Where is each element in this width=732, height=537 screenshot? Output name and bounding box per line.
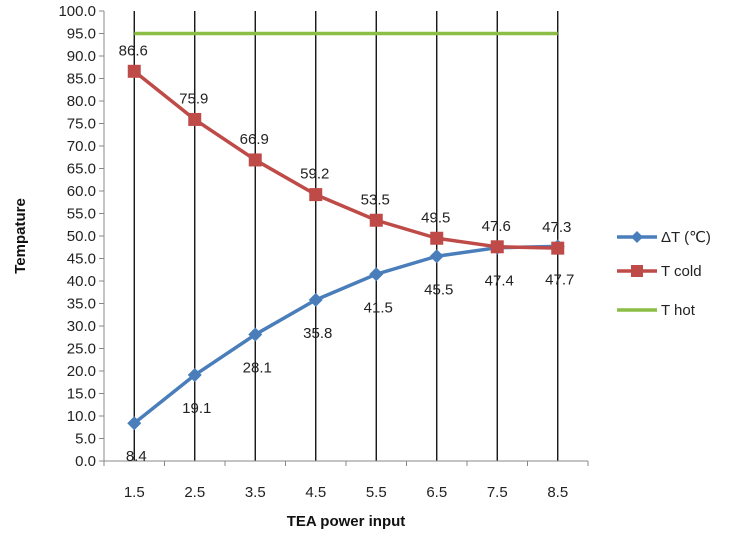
y-tick-label: 45.0 xyxy=(67,251,96,268)
y-tick-label: 75.0 xyxy=(67,116,96,133)
y-tick-label: 55.0 xyxy=(67,206,96,223)
x-tick-label: 1.5 xyxy=(124,484,145,501)
data-label: 41.5 xyxy=(364,299,393,316)
y-tick-label: 5.0 xyxy=(75,431,96,448)
data-point-marker xyxy=(127,64,141,78)
y-tick-label: 60.0 xyxy=(67,183,96,200)
data-point-marker xyxy=(308,292,323,307)
data-point-marker xyxy=(490,240,504,254)
x-tick-label: 8.5 xyxy=(547,484,568,501)
gridlines xyxy=(133,11,559,461)
data-point-marker xyxy=(187,368,202,383)
x-axis-title: TEA power input xyxy=(287,513,406,530)
y-tick-label: 15.0 xyxy=(67,386,96,403)
y-tick-label: 10.0 xyxy=(67,408,96,425)
data-point-marker xyxy=(309,188,323,202)
data-label: 47.6 xyxy=(482,218,511,235)
data-point-marker xyxy=(127,416,142,431)
data-label: 8.4 xyxy=(126,448,147,465)
y-axis-title: Tempature xyxy=(12,198,29,274)
y-tick-label: 35.0 xyxy=(67,296,96,313)
data-label: 45.5 xyxy=(424,281,453,298)
y-tick-labels: 0.0 5.0 10.0 15.0 20.0 25.0 30.0 35.0 40.0 45.0 50… xyxy=(58,3,96,470)
data-point-marker xyxy=(369,267,384,282)
y-tick-label: 95.0 xyxy=(67,26,96,43)
y-tick-label: 70.0 xyxy=(67,138,96,155)
legend-label: T cold xyxy=(661,263,702,280)
x-tick-labels: 1.5 2.5 3.5 4.5 5.5 6.5 7.5 8.5 xyxy=(124,484,568,501)
legend-marker xyxy=(631,265,643,277)
data-label: 35.8 xyxy=(303,325,332,342)
y-tick-label: 30.0 xyxy=(67,318,96,335)
x-tick-label: 3.5 xyxy=(245,484,266,501)
x-tick-label: 4.5 xyxy=(305,484,326,501)
data-point-marker xyxy=(430,231,444,245)
series-line xyxy=(133,244,558,425)
data-point-marker xyxy=(248,327,263,342)
x-tick-label: 6.5 xyxy=(426,484,447,501)
data-label: 47.7 xyxy=(545,271,574,288)
data-labels: 86.6 75.9 66.9 59.2 53.5 49.5 47.6 47.3 8.4 19.1 2… xyxy=(119,42,575,465)
x-tick-label: 7.5 xyxy=(487,484,508,501)
x-tick-label: 5.5 xyxy=(366,484,387,501)
data-point-marker xyxy=(429,249,444,264)
data-point-marker xyxy=(188,112,202,126)
data-label: 28.1 xyxy=(243,360,272,377)
legend-label: ΔT (℃) xyxy=(661,229,711,246)
data-point-marker xyxy=(551,241,565,255)
data-label: 66.9 xyxy=(240,131,269,148)
axes xyxy=(99,10,589,466)
legend: ΔT (℃) T cold T hot xyxy=(617,229,711,319)
y-tick-label: 100.0 xyxy=(58,3,96,20)
y-tick-label: 25.0 xyxy=(67,341,96,358)
data-label: 86.6 xyxy=(119,42,148,59)
series-line xyxy=(133,69,558,250)
y-tick-label: 65.0 xyxy=(67,161,96,178)
data-label: 53.5 xyxy=(361,191,390,208)
y-tick-label: 20.0 xyxy=(67,363,96,380)
data-label: 49.5 xyxy=(421,209,450,226)
legend-label: T hot xyxy=(661,302,696,319)
y-tick-label: 85.0 xyxy=(67,71,96,88)
data-label: 47.3 xyxy=(542,219,571,236)
x-tick-label: 2.5 xyxy=(184,484,205,501)
legend-marker xyxy=(631,231,643,243)
y-tick-label: 80.0 xyxy=(67,93,96,110)
y-tick-label: 0.0 xyxy=(75,453,96,470)
y-tick-label: 40.0 xyxy=(67,273,96,290)
data-point-marker xyxy=(248,153,262,167)
y-tick-label: 50.0 xyxy=(67,228,96,245)
data-label: 75.9 xyxy=(179,90,208,107)
y-tick-label: 90.0 xyxy=(67,48,96,65)
data-label: 19.1 xyxy=(182,400,211,417)
series xyxy=(127,31,565,431)
data-label: 59.2 xyxy=(300,166,329,183)
data-point-marker xyxy=(369,213,383,227)
data-label: 47.4 xyxy=(485,273,514,290)
